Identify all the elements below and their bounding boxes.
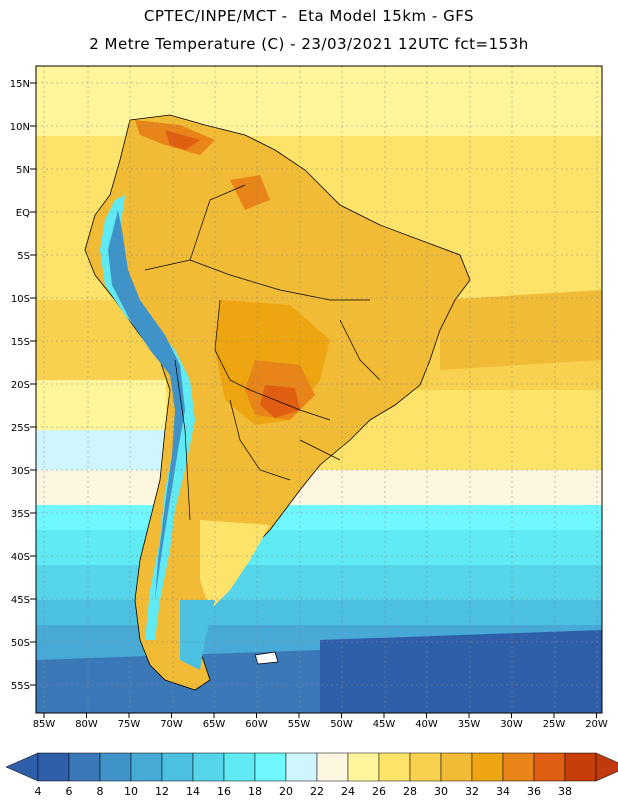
colorbar-label-10: 10	[124, 785, 138, 798]
colorbar-label-22: 22	[310, 785, 324, 798]
lon-label-70w: 70W	[160, 719, 183, 730]
map-frame	[35, 65, 603, 714]
lon-label-20w: 20W	[585, 719, 608, 730]
colorbar-cell	[99, 752, 132, 782]
lon-label-65w: 65W	[203, 719, 226, 730]
colorbar-label-12: 12	[155, 785, 169, 798]
colorbar-label-38: 38	[558, 785, 572, 798]
colorbar-label-4: 4	[35, 785, 42, 798]
colorbar-cell	[502, 752, 535, 782]
longitude-labels: 85W 80W 75W 70W 65W 60W 55W 50W 45W 40W 35W 30W 25W 2…	[33, 713, 608, 730]
lat-label-55s: 55S	[11, 681, 30, 692]
colorbar-label-18: 18	[248, 785, 262, 798]
colorbar-label-6: 6	[66, 785, 73, 798]
lat-label-10s: 10S	[11, 294, 30, 305]
lon-label-60w: 60W	[245, 719, 268, 730]
colorbar-label-24: 24	[341, 785, 355, 798]
colorbar-label-20: 20	[279, 785, 293, 798]
grid-lines	[36, 66, 602, 713]
lat-label-40s: 40S	[11, 552, 30, 563]
colorbar-label-34: 34	[496, 785, 510, 798]
colorbar-cell	[316, 752, 349, 782]
lon-label-35w: 35W	[458, 719, 481, 730]
lon-label-85w: 85W	[33, 719, 56, 730]
colorbar-label-28: 28	[403, 785, 417, 798]
colorbar-cell	[285, 752, 318, 782]
lat-label-25s: 25S	[11, 423, 30, 434]
map-field	[36, 66, 602, 713]
colorbar-label-36: 36	[527, 785, 541, 798]
colorbar: 4 6 8 10 12 14 16 18 20 22 24 26 28 30 32 34 36 38	[5, 752, 618, 798]
lon-label-80w: 80W	[75, 719, 98, 730]
lat-label-15n: 15N	[10, 79, 30, 90]
lat-label-5s: 5S	[17, 251, 30, 262]
lon-label-75w: 75W	[118, 719, 141, 730]
colorbar-low-arrow	[5, 752, 39, 782]
colorbar-cell	[254, 752, 287, 782]
colorbar-cell	[161, 752, 194, 782]
colorbar-cell	[440, 752, 473, 782]
colorbar-label-16: 16	[217, 785, 231, 798]
lat-label-20s: 20S	[11, 380, 30, 391]
colorbar-cell	[223, 752, 256, 782]
colorbar-label-32: 32	[465, 785, 479, 798]
lon-label-40w: 40W	[415, 719, 438, 730]
lat-label-45s: 45S	[11, 595, 30, 606]
colorbar-cell	[347, 752, 380, 782]
lat-label-eq: EQ	[16, 208, 30, 219]
colorbar-cell	[564, 752, 597, 782]
map-title-line-1: CPTEC/INPE/MCT - Eta Model 15km - GFS	[143, 7, 475, 25]
colorbar-cell	[130, 752, 163, 782]
colorbar-cell	[68, 752, 101, 782]
colorbar-cell	[409, 752, 442, 782]
colorbar-cell	[37, 752, 70, 782]
colorbar-cell	[192, 752, 225, 782]
colorbar-label-8: 8	[97, 785, 104, 798]
lat-label-30s: 30S	[11, 466, 30, 477]
lon-label-55w: 55W	[288, 719, 311, 730]
colorbar-cell	[471, 752, 504, 782]
latitude-labels: 15N 10N 5N EQ 5S 10S 15S 20S 25S 30S 35S 40S 45S 50S 5…	[10, 79, 36, 692]
temperature-map: 15N 10N 5N EQ 5S 10S 15S 20S 25S 30S 35S 40S 45S 50S 5…	[10, 65, 608, 730]
lon-label-30w: 30W	[500, 719, 523, 730]
lon-label-50w: 50W	[330, 719, 353, 730]
colorbar-label-14: 14	[186, 785, 200, 798]
lat-label-10n: 10N	[10, 122, 30, 133]
lat-label-35s: 35S	[11, 509, 30, 520]
colorbar-label-26: 26	[372, 785, 386, 798]
colorbar-label-30: 30	[434, 785, 448, 798]
lon-label-25w: 25W	[543, 719, 566, 730]
lat-label-15s: 15S	[11, 337, 30, 348]
colorbar-cell	[378, 752, 411, 782]
lat-label-50s: 50S	[11, 638, 30, 649]
lon-label-45w: 45W	[373, 719, 396, 730]
country-borders	[144, 184, 381, 521]
lat-label-5n: 5N	[16, 165, 30, 176]
map-title-line-2: 2 Metre Temperature (C) - 23/03/2021 12U…	[89, 35, 529, 53]
colorbar-high-arrow	[595, 752, 618, 782]
colorbar-cell	[533, 752, 566, 782]
